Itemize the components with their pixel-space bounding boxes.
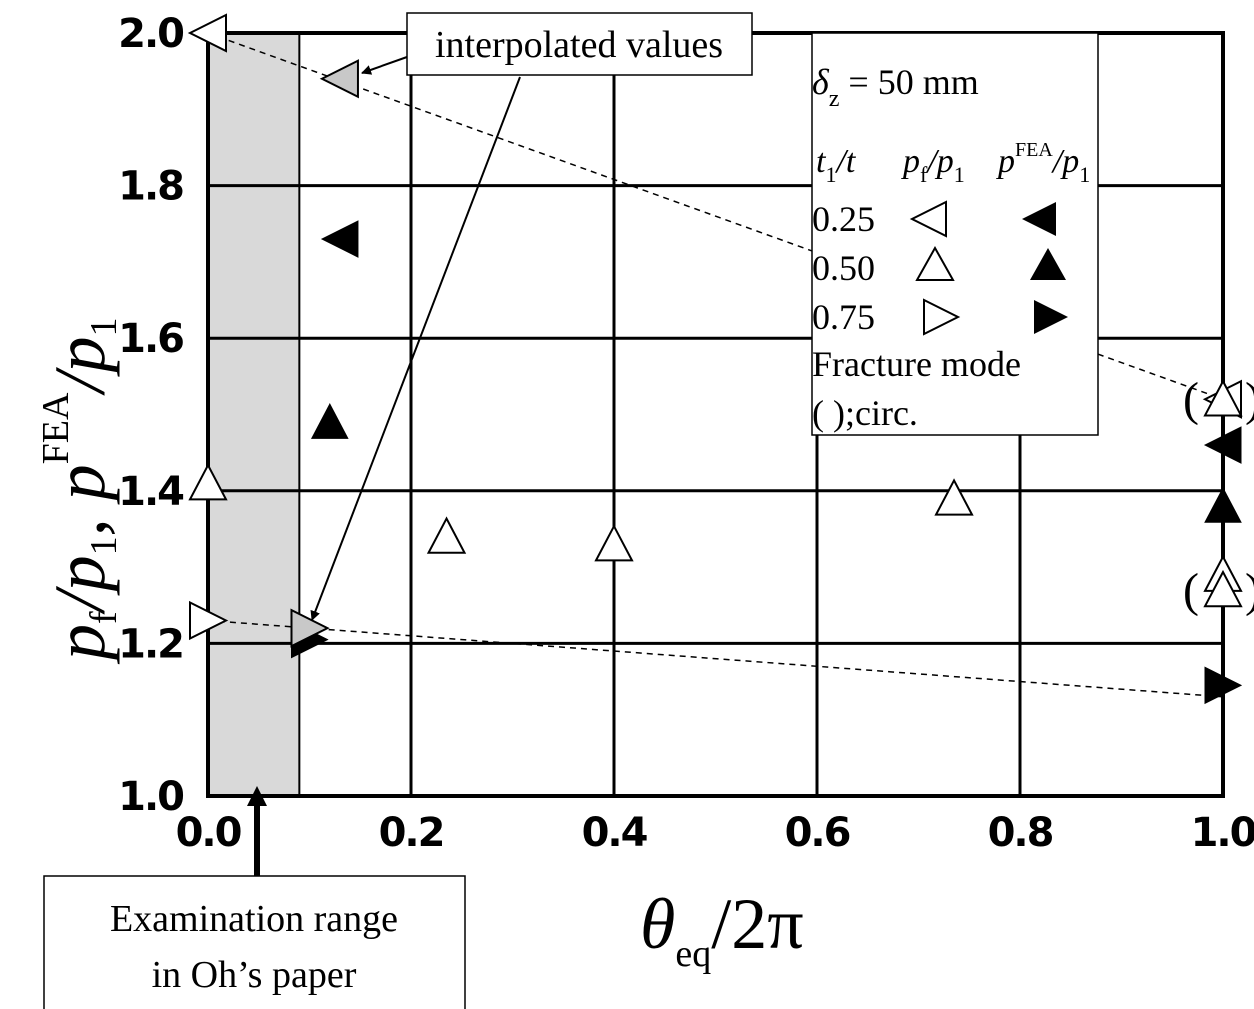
data-markers	[187, 13, 1243, 705]
y-axis-label-f: f	[83, 611, 125, 624]
legend-marker-075-filled	[1034, 300, 1068, 334]
legend-header-t-tail: /t	[834, 143, 856, 180]
legend-row-050-label: 0.50	[812, 248, 875, 288]
legend-delta-sub: z	[829, 86, 840, 112]
legend-header-pf-sub: f	[920, 162, 928, 187]
y-tick-label: 1.8	[118, 164, 183, 210]
y-tick-label: 1.2	[118, 621, 183, 667]
legend-header-t: t1/t	[816, 143, 857, 187]
marker-up-open	[1203, 379, 1243, 417]
dashed-trend-lines	[207, 32, 1224, 698]
marker-right-open	[189, 600, 229, 641]
examination-text-line2: in Oh’s paper	[152, 954, 357, 996]
interpolated-callout-text: interpolated values	[435, 24, 723, 66]
marker-up-filled	[1204, 486, 1242, 523]
x-tick-label: 0.0	[176, 810, 241, 856]
interpolated-arrow-upper	[361, 56, 408, 75]
interpolated-callout: interpolated values	[310, 12, 753, 621]
y-axis-label-fea: FEA	[35, 392, 77, 464]
marker-up-open	[594, 524, 634, 562]
legend-header-pfea-tail: /p	[1051, 143, 1079, 180]
y-tick-label: 1.6	[118, 316, 183, 362]
legend-row-075-label: 0.75	[812, 297, 875, 337]
y-axis-label-comma-p: , p	[40, 464, 120, 536]
dashed-trend-line	[207, 619, 1224, 698]
marker-right-filled	[1204, 666, 1243, 705]
examination-text-line1: Examination range	[110, 898, 398, 940]
x-tick-label: 0.6	[785, 810, 850, 856]
marker-up-open	[1203, 569, 1243, 608]
marker-right-gray	[290, 608, 330, 648]
circ-paren-left: (	[1183, 373, 1199, 426]
legend-header-t-sub: 1	[825, 162, 836, 187]
y-tick-label: 1.4	[118, 469, 183, 515]
x-tick-label: 0.8	[988, 810, 1053, 856]
legend-header-pf-tail: /p	[925, 143, 953, 180]
legend-delta-symbol: δ	[812, 62, 830, 102]
legend-header-pf-sub2: 1	[954, 162, 965, 187]
marker-up-open	[188, 463, 228, 501]
examination-callout: Examination range in Oh’s paper	[43, 786, 466, 1009]
x-tick-label: 1.0	[1191, 810, 1254, 856]
examination-arrow-head	[247, 786, 267, 806]
legend-marker-050-filled	[1030, 248, 1066, 280]
examination-range-shade	[207, 32, 301, 797]
legend-header-pfea-main: p	[996, 143, 1015, 180]
y-axis-label-p: p	[40, 624, 120, 665]
legend-header-pfea-sub2: 1	[1079, 162, 1090, 187]
y-axis-label: pf/p1, pFEA/p1	[35, 318, 125, 665]
legend-header-t-main: t	[816, 143, 827, 180]
marker-up-open	[426, 516, 467, 554]
marker-up-open	[934, 478, 974, 516]
y-tick-label: 1.0	[118, 774, 183, 820]
x-axis-label-main: θ	[640, 884, 675, 964]
legend-circ-label: ( );circ.	[812, 393, 918, 433]
circ-paren-right: )	[1245, 564, 1254, 617]
marker-left-filled	[1203, 426, 1242, 464]
x-axis-label-tail: /2π	[711, 884, 803, 964]
interpolated-arrow-lower	[310, 76, 521, 621]
legend-header-pfea: pFEA/p1	[996, 139, 1090, 187]
marker-left-gray	[319, 59, 359, 99]
legend: δz = 50 mm t1/t pf/p1 pFEA/p1 0.25 0.50 …	[811, 32, 1099, 436]
legend-header-pf-main: p	[901, 143, 920, 180]
legend-header-pfea-sup: FEA	[1015, 139, 1053, 161]
legend-header-pf: pf/p1	[901, 143, 965, 187]
interpolated-callout-box	[406, 12, 753, 76]
x-axis-label: θeq/2π	[640, 884, 804, 975]
y-axis-label-slash-p2: /p	[40, 337, 120, 397]
circ-paren-right: )	[1245, 373, 1254, 426]
y-axis-label-1b: 1	[83, 318, 125, 337]
examination-callout-box	[43, 875, 466, 1009]
legend-marker-025-filled	[1022, 202, 1056, 236]
legend-delta-line: δz = 50 mm	[812, 62, 979, 112]
legend-fracture-label: Fracture mode	[812, 344, 1021, 384]
dashed-trend-line	[207, 32, 1224, 400]
x-axis-label-sub: eq	[675, 933, 711, 975]
legend-box	[811, 32, 1099, 436]
circ-paren-left: (	[1183, 564, 1199, 617]
marker-up-filled	[310, 403, 349, 439]
legend-delta-rest: = 50 mm	[839, 62, 978, 102]
tick-labels: 0.0 0.2 0.4 0.6 0.8 1.0 1.0 1.2 1.4 1.6 1.8 2.0	[118, 11, 1254, 856]
y-axis-label-slash-p: /p	[40, 555, 120, 615]
legend-marker-075-open	[923, 298, 961, 336]
marker-left-open	[187, 13, 227, 53]
y-axis-label-1a: 1	[83, 536, 125, 555]
circ-parentheses: () ()	[1183, 373, 1254, 617]
legend-marker-050-open	[915, 245, 955, 281]
marker-left-filled	[320, 220, 359, 258]
y-tick-label: 2.0	[118, 11, 183, 57]
legend-marker-025-open	[909, 200, 947, 238]
x-tick-label: 0.4	[582, 810, 647, 856]
x-tick-label: 0.2	[379, 810, 444, 856]
legend-row-025-label: 0.25	[812, 199, 875, 239]
